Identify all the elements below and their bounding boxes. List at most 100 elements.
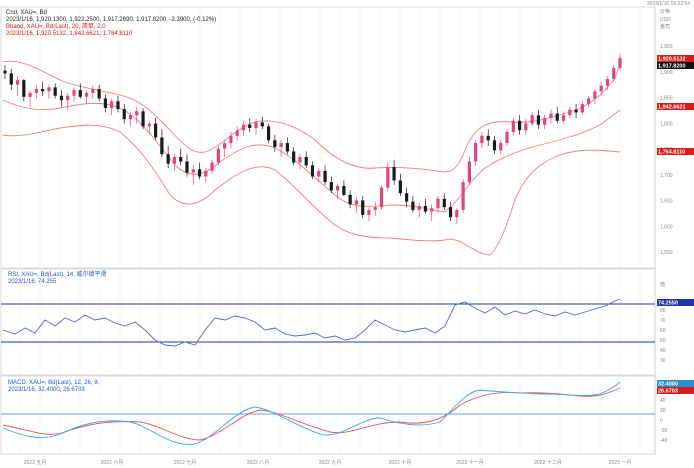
candle-up xyxy=(223,143,227,149)
candle-down xyxy=(329,182,333,191)
candle-up xyxy=(430,208,434,212)
candle-up xyxy=(367,209,371,215)
rsi-y-ticks: 80 70 60 50 40 30 xyxy=(660,308,666,364)
candle-up xyxy=(72,90,76,96)
header-timestamp: 2023/1/16 19:23:54 xyxy=(647,1,690,7)
macd-tag-bg xyxy=(657,380,694,387)
panel-frames xyxy=(0,6,656,455)
y-tick-label: 40 xyxy=(660,398,666,404)
candle-down xyxy=(304,157,308,166)
candle-up xyxy=(417,206,421,210)
candle-down xyxy=(285,143,289,152)
candle-up xyxy=(204,170,208,177)
y-tick-label: 50 xyxy=(660,338,666,344)
candle-up xyxy=(84,92,89,97)
candle-down xyxy=(292,151,296,163)
candle-down xyxy=(22,80,26,97)
y-tick-label: 1,850 xyxy=(660,96,673,102)
candle-up xyxy=(386,167,390,188)
candle-down xyxy=(536,115,541,125)
candlestick-series xyxy=(3,53,622,224)
candle-down xyxy=(160,137,164,155)
candle-up xyxy=(279,143,283,147)
candle-up xyxy=(110,101,114,108)
candle-up xyxy=(47,87,51,92)
candle-down xyxy=(122,109,126,120)
candle-up xyxy=(618,57,622,68)
y-tick-label: -40 xyxy=(660,438,667,444)
rsi-tag: 74.2550 xyxy=(658,301,678,307)
signal-tag: 26.6703 xyxy=(658,389,678,395)
candle-down xyxy=(442,198,446,208)
candle-up xyxy=(354,200,359,205)
candle-down xyxy=(103,98,108,108)
candle-up xyxy=(474,143,478,162)
candle-up xyxy=(15,80,20,85)
y-tick-label: 0 xyxy=(660,418,663,424)
candle-up xyxy=(599,85,603,92)
x-tick-label: 2022 五月 xyxy=(24,460,47,466)
candle-down xyxy=(405,193,409,202)
candle-up xyxy=(461,182,465,210)
candle-up xyxy=(455,209,459,218)
candle-up xyxy=(147,123,151,127)
y-tick-label: 1,550 xyxy=(660,250,673,256)
candle-down xyxy=(185,161,189,173)
candle-down xyxy=(41,89,45,92)
x-tick-label: 2022 八月 xyxy=(247,460,270,466)
tag-lower: 1,764.8110 xyxy=(658,150,685,156)
candle-down xyxy=(260,122,264,127)
bb-middle-line xyxy=(2,99,621,213)
bb-lower-line xyxy=(2,124,621,256)
y-tick-label: 30 xyxy=(660,358,666,364)
candle-up xyxy=(216,148,220,163)
tag-middle-bg xyxy=(657,103,694,110)
y-tick-label: 1,650 xyxy=(660,199,673,205)
candle-up xyxy=(336,185,340,191)
candle-down xyxy=(78,90,82,97)
price-currency-label: USD xyxy=(660,17,671,23)
candle-up xyxy=(436,198,440,209)
candle-down xyxy=(423,206,428,212)
vertical-gridlines xyxy=(19,7,641,454)
candle-up xyxy=(505,131,509,144)
candle-down xyxy=(59,95,64,101)
tag-middle: 1,842.6621 xyxy=(658,105,686,111)
macd-title: MACD, XAU=, Bd(Last), 12, 26, 9, xyxy=(8,380,100,386)
candle-up xyxy=(480,135,484,144)
candle-down xyxy=(448,207,453,218)
y-tick-label: 1,800 xyxy=(660,121,673,127)
candle-down xyxy=(273,140,277,147)
tag-upper-bg xyxy=(657,55,694,62)
y-tick-label: 20 xyxy=(660,408,666,414)
bb-values: 2023/1/16, 1,920.5132, 1,842.6621, 1,764… xyxy=(6,31,133,37)
tag-lower-bg xyxy=(657,148,694,155)
x-tick-label: 2023 一月 xyxy=(609,460,632,466)
y-tick-label: 70 xyxy=(660,318,666,324)
candle-down xyxy=(361,200,365,215)
candle-up xyxy=(561,115,566,121)
y-tick-label: 40 xyxy=(660,348,666,354)
candle-down xyxy=(517,120,522,131)
x-tick-label: 2022 九月 xyxy=(319,459,342,466)
x-axis-ticks: 2022 五月 2022 六月 2022 七月 2022 八月 2022 九月 2022 … xyxy=(24,459,632,466)
candle-up xyxy=(543,118,547,125)
tag-close: 1,917.8200 xyxy=(658,64,686,70)
candle-down xyxy=(166,154,170,164)
candle-down xyxy=(154,123,158,138)
candle-up xyxy=(593,91,597,99)
candle-down xyxy=(348,194,352,205)
candle-down xyxy=(197,169,202,177)
candle-down xyxy=(342,185,346,195)
bb-upper-line xyxy=(2,60,621,173)
candle-up xyxy=(524,123,528,131)
candle-down xyxy=(248,124,252,129)
candle-up xyxy=(91,89,95,93)
x-tick-label: 2022 七月 xyxy=(174,459,197,466)
candle-up xyxy=(499,143,503,151)
candle-up xyxy=(379,187,384,208)
main-ohlc: 2023/1/16, 1,920.1300, 1,922.2500, 1,917… xyxy=(6,17,216,23)
y-tick-label: 60 xyxy=(660,328,666,334)
candle-down xyxy=(323,170,327,183)
